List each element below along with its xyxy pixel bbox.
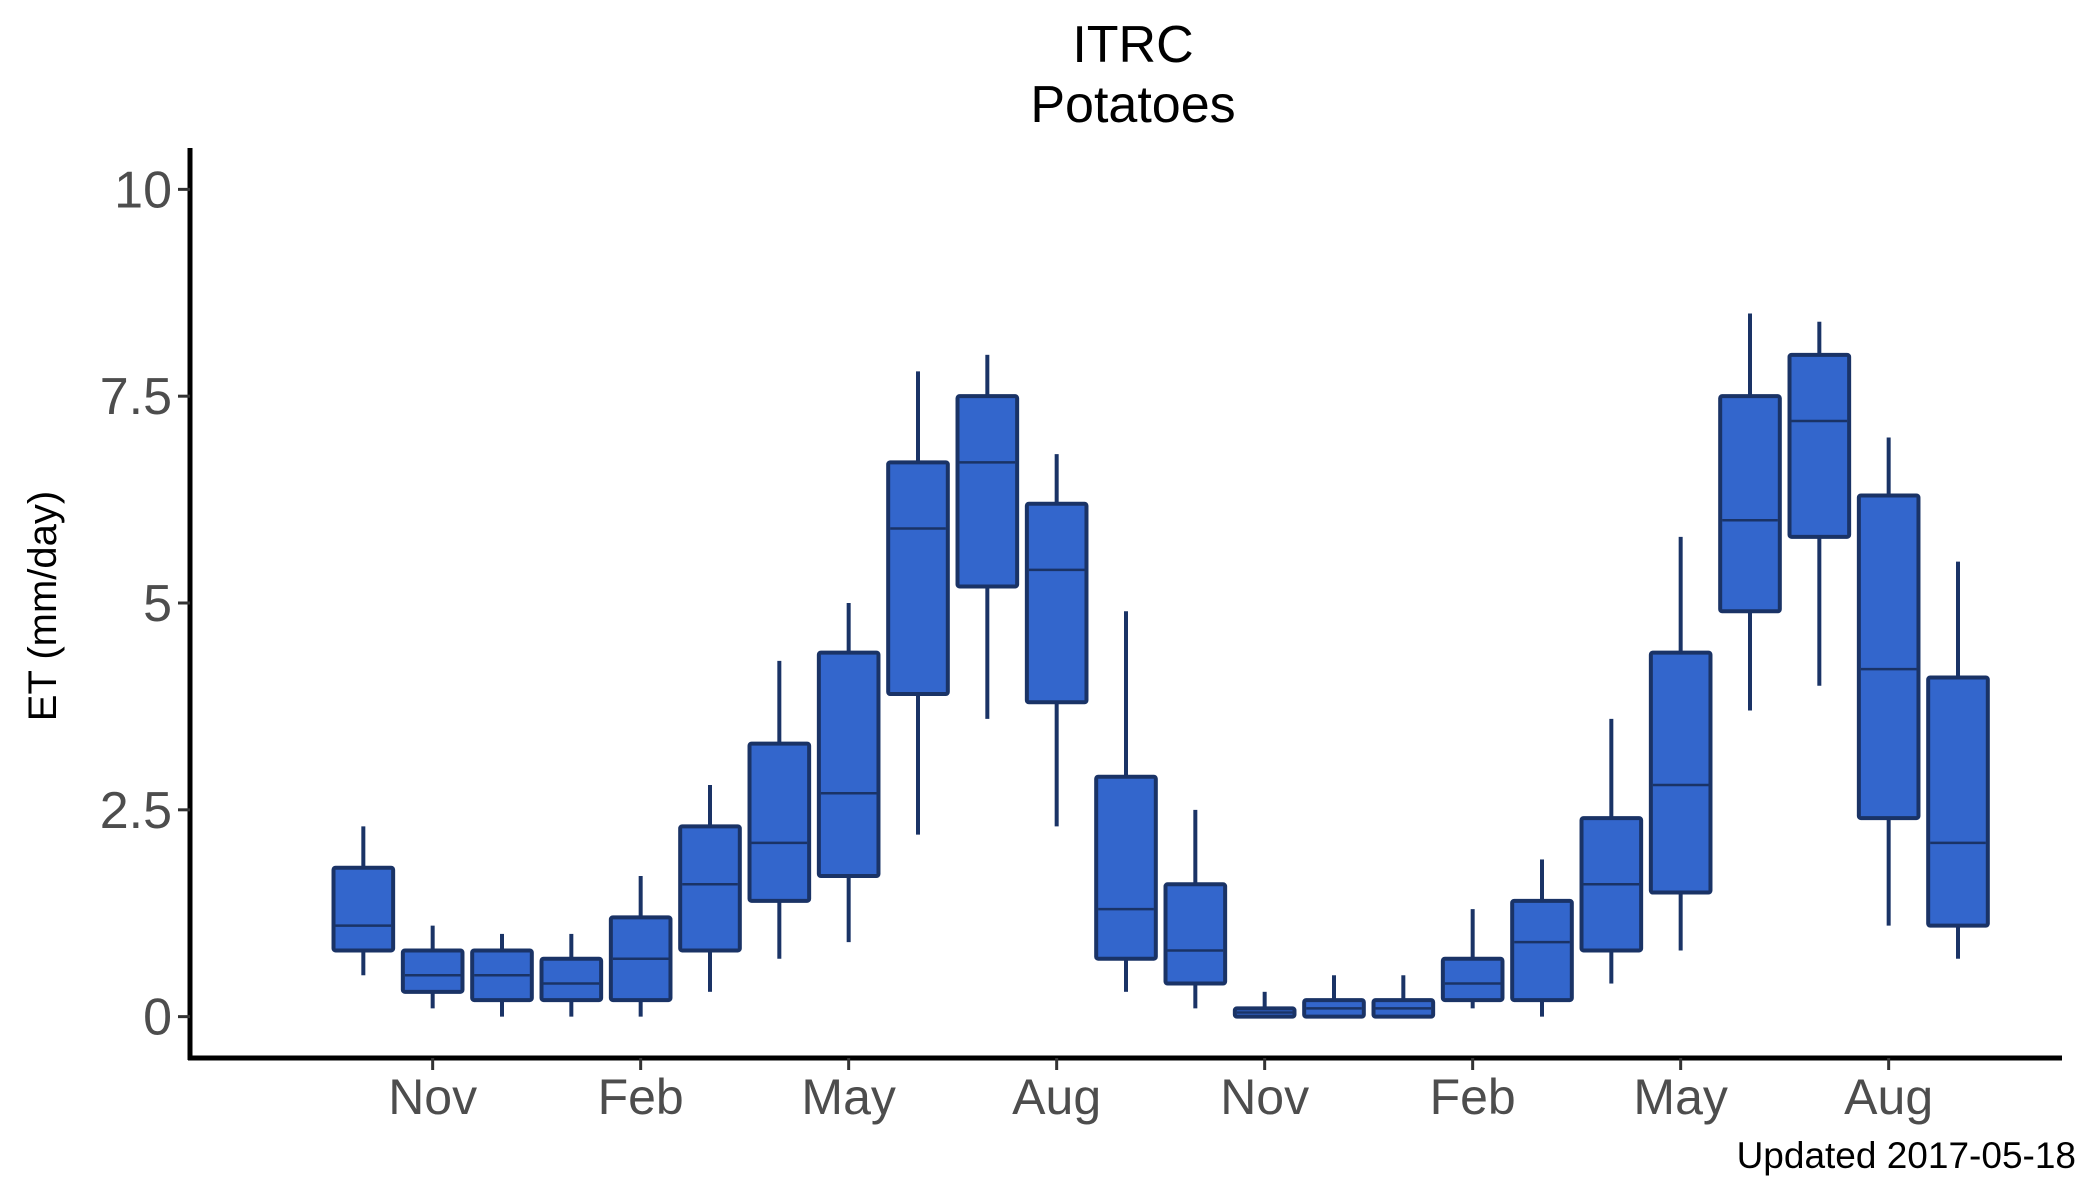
x-tick-label: Nov — [388, 1069, 477, 1125]
chart-subtitle: Potatoes — [1030, 76, 1235, 134]
x-tick-label: Feb — [598, 1069, 684, 1125]
y-tick-label: 7.5 — [100, 368, 172, 426]
x-tick-label: May — [1633, 1069, 1727, 1125]
x-tick-label: Nov — [1220, 1069, 1309, 1125]
plot-area: 0 2.5 5 7.5 10 Nov Feb May Aug Nov Feb May Aug — [100, 148, 2062, 1125]
box — [1718, 394, 1782, 614]
box — [1094, 774, 1158, 961]
box — [955, 394, 1020, 589]
box — [1856, 493, 1921, 821]
box — [1440, 956, 1505, 1003]
y-axis-label: ET (mm/day) — [21, 491, 65, 721]
box — [678, 824, 742, 953]
y-tick-label: 2.5 — [100, 782, 172, 840]
box — [816, 650, 881, 878]
box — [1926, 675, 1990, 928]
y-tick-label: 0 — [143, 989, 172, 1047]
x-tick-label: Aug — [1012, 1069, 1101, 1125]
box — [1510, 898, 1574, 1003]
box — [400, 948, 465, 994]
box — [539, 956, 604, 1003]
box — [886, 460, 950, 697]
box — [1163, 882, 1228, 986]
box — [1787, 352, 1852, 539]
box — [331, 865, 396, 953]
x-tick-label: May — [801, 1069, 895, 1125]
caption: Updated 2017-05-18 — [1737, 1135, 2076, 1176]
x-tick-label: Feb — [1430, 1069, 1516, 1125]
y-tick-label: 10 — [114, 161, 172, 219]
y-tick-label: 5 — [143, 575, 172, 633]
box — [1648, 650, 1713, 895]
box — [747, 741, 812, 903]
chart-title: ITRC — [1072, 16, 1193, 74]
box — [1024, 501, 1089, 705]
x-tick-label: Aug — [1844, 1069, 1933, 1125]
